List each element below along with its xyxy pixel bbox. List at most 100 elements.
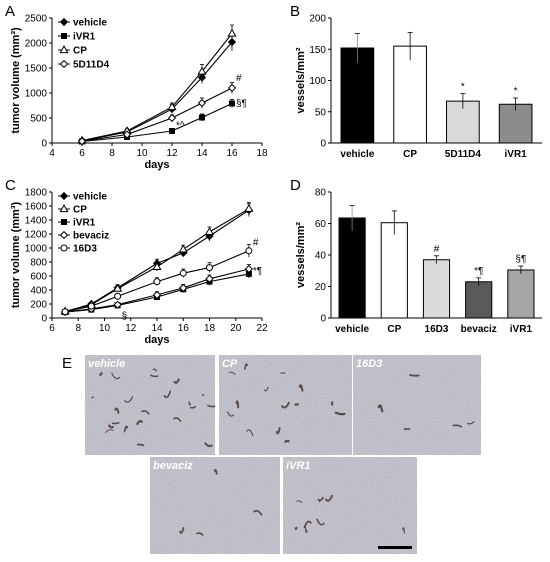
stained-vessel bbox=[410, 375, 419, 376]
panel-letter: E bbox=[62, 355, 72, 372]
data-point-CP bbox=[245, 205, 252, 212]
bar-bevaciz bbox=[466, 282, 492, 318]
x-tick-label: 10 bbox=[136, 148, 148, 159]
category-label-CP: CP bbox=[387, 324, 401, 335]
stained-vessel bbox=[113, 423, 119, 424]
micrograph-label: iVR1 bbox=[286, 460, 310, 472]
y-tick-label: 40 bbox=[315, 251, 327, 262]
data-point-16D3 bbox=[115, 293, 121, 299]
x-tick-label: 18 bbox=[204, 323, 216, 334]
significance-mark: §¶ bbox=[515, 254, 526, 265]
x-tick-label: 16 bbox=[226, 148, 238, 159]
legend-marker bbox=[61, 245, 67, 251]
legend-entry-16D3: 16D3 bbox=[73, 244, 97, 255]
y-tick-label: 1000 bbox=[25, 89, 48, 100]
data-point-CP bbox=[180, 246, 187, 253]
legend-entry-iVR1: iVR1 bbox=[73, 218, 96, 229]
legend-entry-CP: CP bbox=[73, 205, 87, 216]
y-tick-label: 1200 bbox=[25, 230, 48, 241]
y-tick-label: 1500 bbox=[25, 64, 48, 75]
y-tick-label: 1000 bbox=[25, 244, 48, 255]
y-axis-label: vessels/mm² bbox=[295, 47, 307, 113]
category-label-5D11D4: 5D11D4 bbox=[445, 149, 482, 160]
legend-marker bbox=[61, 219, 67, 225]
significance-mark: # bbox=[236, 73, 242, 84]
category-label-iVR1: iVR1 bbox=[505, 149, 528, 160]
y-tick-label: 0 bbox=[41, 314, 47, 325]
bar-iVR1 bbox=[508, 270, 534, 318]
y-tick-label: 400 bbox=[30, 286, 47, 297]
y-tick-label: 1800 bbox=[25, 188, 48, 199]
y-tick-label: 600 bbox=[30, 272, 47, 283]
y-tick-label: 0 bbox=[41, 139, 47, 150]
y-tick-label: 1400 bbox=[25, 216, 48, 227]
micrograph-iVR1: iVR1 bbox=[283, 457, 417, 554]
scale-bar bbox=[378, 546, 412, 549]
legend-entry-5D11D4: 5D11D4 bbox=[73, 60, 110, 71]
x-tick-label: 8 bbox=[109, 148, 115, 159]
legend-entry-vehicle: vehicle bbox=[73, 18, 107, 29]
bar-CP bbox=[394, 46, 427, 143]
data-point-5D11D4 bbox=[229, 85, 236, 92]
legend-entry-iVR1: iVR1 bbox=[73, 32, 96, 43]
significance-mark: * bbox=[461, 82, 465, 93]
x-tick-label: 8 bbox=[75, 323, 81, 334]
y-tick-label: 20 bbox=[315, 282, 327, 293]
micrograph-texture bbox=[85, 355, 215, 455]
y-axis-label: tumor volume (mm³) bbox=[10, 27, 22, 134]
x-tick-label: 16 bbox=[178, 323, 190, 334]
significance-mark: § bbox=[122, 311, 128, 322]
panel-letter: A bbox=[5, 3, 15, 20]
bar-vehicle bbox=[339, 218, 365, 318]
legend-marker bbox=[60, 46, 67, 53]
y-tick-label: 1600 bbox=[25, 202, 48, 213]
series-line-CP bbox=[82, 34, 232, 141]
series-line-vehicle bbox=[82, 42, 232, 141]
micrograph-label: 16D3 bbox=[356, 358, 382, 370]
y-tick-label: 50 bbox=[315, 107, 327, 118]
data-point-16D3 bbox=[154, 279, 160, 285]
y-axis-label: tumor volume (mm³) bbox=[10, 201, 22, 308]
legend-entry-bevaciz: bevaciz bbox=[73, 231, 109, 242]
bar-CP bbox=[381, 223, 407, 318]
stained-vessel bbox=[92, 397, 94, 398]
legend-marker bbox=[61, 61, 68, 68]
significance-mark: # bbox=[434, 244, 440, 255]
y-tick-label: 60 bbox=[315, 219, 327, 230]
data-point-iVR1 bbox=[229, 101, 235, 107]
significance-mark: *¶ bbox=[474, 266, 483, 277]
micrograph-bevaciz: bevaciz bbox=[150, 457, 280, 554]
panel-letter: B bbox=[290, 3, 300, 20]
y-axis-label: vessels/mm² bbox=[295, 222, 307, 288]
legend-marker bbox=[61, 33, 67, 39]
category-label-vehicle: vehicle bbox=[340, 149, 374, 160]
y-tick-label: 800 bbox=[30, 258, 47, 269]
micrograph-vehicle: vehicle bbox=[85, 355, 215, 455]
micrograph-label: vehicle bbox=[88, 358, 125, 370]
x-axis-label: days bbox=[144, 159, 169, 171]
significance-mark: *^ bbox=[176, 121, 185, 132]
micrograph-label: bevaciz bbox=[153, 460, 193, 472]
micrograph-16D3: 16D3 bbox=[353, 355, 481, 455]
data-point-5D11D4 bbox=[169, 115, 176, 122]
x-tick-label: 20 bbox=[230, 323, 242, 334]
legend-marker bbox=[61, 19, 68, 26]
x-tick-label: 6 bbox=[79, 148, 85, 159]
x-tick-label: 14 bbox=[196, 148, 208, 159]
legend-marker bbox=[61, 232, 68, 239]
category-label-CP: CP bbox=[403, 149, 417, 160]
significance-mark: §¶ bbox=[236, 99, 247, 110]
data-point-16D3 bbox=[207, 265, 213, 271]
data-point-CP bbox=[228, 30, 235, 36]
category-label-bevaciz: bevaciz bbox=[461, 324, 497, 335]
significance-mark: * bbox=[514, 86, 518, 97]
data-point-16D3 bbox=[62, 309, 68, 315]
data-point-CP bbox=[206, 228, 213, 235]
x-tick-label: 6 bbox=[49, 323, 55, 334]
